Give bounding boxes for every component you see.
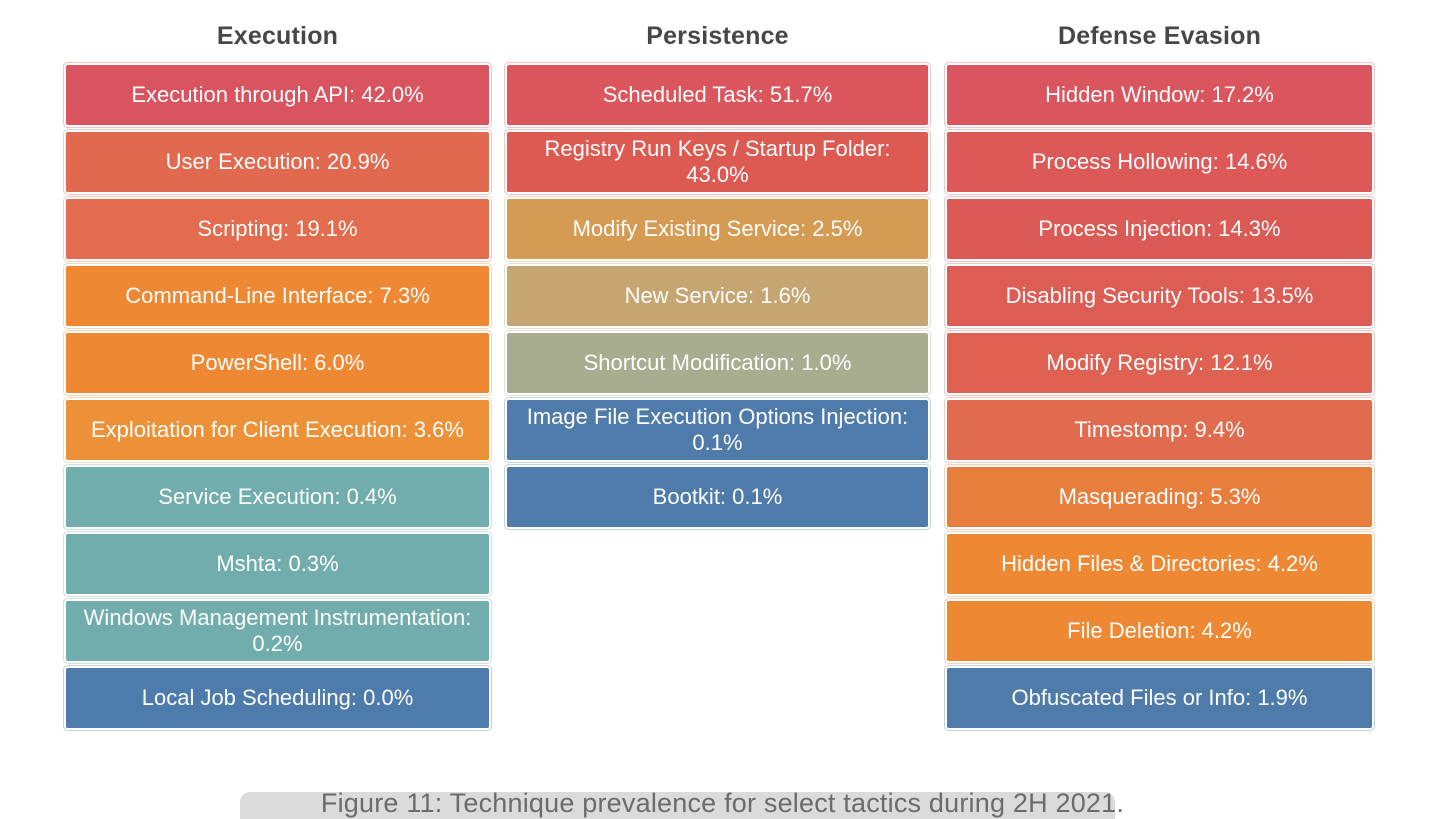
technique-bar: Image File Execution Options Injection: …: [507, 400, 928, 460]
technique-bar-label: Process Injection: 14.3%: [1038, 216, 1281, 241]
technique-bar-label: Hidden Window: 17.2%: [1045, 82, 1274, 107]
tactic-column-title: Defense Evasion: [1057, 22, 1262, 50]
tactic-column-persistence: Persistence Scheduled Task: 51.7% Registr…: [507, 22, 928, 534]
technique-bar: Scheduled Task: 51.7%: [507, 65, 928, 125]
technique-bar: Modify Existing Service: 2.5%: [507, 199, 928, 259]
tactic-bars: Execution through API: 42.0% User Executi…: [66, 65, 489, 728]
technique-bar: Process Hollowing: 14.6%: [947, 132, 1372, 192]
technique-bar-label: PowerShell: 6.0%: [190, 350, 365, 375]
technique-bar: Bootkit: 0.1%: [507, 467, 928, 527]
technique-bar-label: Obfuscated Files or Info: 1.9%: [1011, 685, 1308, 710]
technique-bar-label: Mshta: 0.3%: [216, 551, 339, 576]
technique-bar-label: Windows Management Instrumentation: 0.2%: [83, 605, 472, 656]
tactic-bars: Hidden Window: 17.2% Process Hollowing: 1…: [947, 65, 1372, 728]
technique-bar: Registry Run Keys / Startup Folder: 43.0…: [507, 132, 928, 192]
technique-bar: Hidden Window: 17.2%: [947, 65, 1372, 125]
tactic-column-title: Execution: [216, 22, 339, 50]
tactic-column-defense-evasion: Defense Evasion Hidden Window: 17.2% Proc…: [947, 22, 1372, 735]
technique-bar: Shortcut Modification: 1.0%: [507, 333, 928, 393]
technique-bar-label: Shortcut Modification: 1.0%: [583, 350, 852, 375]
technique-bar-label: User Execution: 20.9%: [165, 149, 390, 174]
technique-bar-label: Image File Execution Options Injection: …: [526, 404, 909, 455]
technique-bar-label: Exploitation for Client Execution: 3.6%: [91, 417, 464, 442]
technique-bar-label: Process Hollowing: 14.6%: [1031, 149, 1288, 174]
technique-bar-label: Modify Existing Service: 2.5%: [572, 216, 863, 241]
technique-bar: Masquerading: 5.3%: [947, 467, 1372, 527]
technique-bar: New Service: 1.6%: [507, 266, 928, 326]
technique-bar: Scripting: 19.1%: [66, 199, 489, 259]
technique-bar: Disabling Security Tools: 13.5%: [947, 266, 1372, 326]
technique-bar-label: Execution through API: 42.0%: [131, 82, 424, 107]
technique-bar: PowerShell: 6.0%: [66, 333, 489, 393]
technique-bar: Process Injection: 14.3%: [947, 199, 1372, 259]
technique-bar: User Execution: 20.9%: [66, 132, 489, 192]
technique-bar-label: Hidden Files & Directories: 4.2%: [1001, 551, 1318, 576]
technique-bar: Execution through API: 42.0%: [66, 65, 489, 125]
technique-bar: Timestomp: 9.4%: [947, 400, 1372, 460]
caption-highlight-bar: [240, 792, 1115, 819]
technique-bar-label: Bootkit: 0.1%: [652, 484, 783, 509]
tactic-bars: Scheduled Task: 51.7% Registry Run Keys /…: [507, 65, 928, 527]
technique-bar-label: Scripting: 19.1%: [197, 216, 358, 241]
technique-bar: Obfuscated Files or Info: 1.9%: [947, 668, 1372, 728]
technique-bar: Command-Line Interface: 7.3%: [66, 266, 489, 326]
technique-bar-label: Local Job Scheduling: 0.0%: [141, 685, 414, 710]
technique-bar-label: New Service: 1.6%: [624, 283, 811, 308]
technique-bar-label: Timestomp: 9.4%: [1074, 417, 1245, 442]
technique-bar: Exploitation for Client Execution: 3.6%: [66, 400, 489, 460]
technique-bar-label: Scheduled Task: 51.7%: [602, 82, 833, 107]
figure-caption-area: Figure 11: Technique prevalence for sele…: [0, 759, 1445, 819]
technique-bar: Local Job Scheduling: 0.0%: [66, 668, 489, 728]
technique-bar: Hidden Files & Directories: 4.2%: [947, 534, 1372, 594]
tactic-column-title: Persistence: [646, 22, 789, 50]
technique-bar: File Deletion: 4.2%: [947, 601, 1372, 661]
technique-bar-label: Registry Run Keys / Startup Folder: 43.0…: [544, 136, 891, 187]
technique-bar: Mshta: 0.3%: [66, 534, 489, 594]
tactic-column-execution: Execution Execution through API: 42.0% Us…: [66, 22, 489, 735]
technique-bar-label: Modify Registry: 12.1%: [1046, 350, 1273, 375]
technique-bar: Windows Management Instrumentation: 0.2%: [66, 601, 489, 661]
technique-bar-label: File Deletion: 4.2%: [1067, 618, 1252, 643]
technique-bar: Service Execution: 0.4%: [66, 467, 489, 527]
technique-bar-label: Disabling Security Tools: 13.5%: [1005, 283, 1314, 308]
technique-bar-label: Command-Line Interface: 7.3%: [125, 283, 430, 308]
technique-bar: Modify Registry: 12.1%: [947, 333, 1372, 393]
technique-bar-label: Masquerading: 5.3%: [1058, 484, 1261, 509]
technique-bar-label: Service Execution: 0.4%: [158, 484, 397, 509]
figure-caption: Figure 11: Technique prevalence for sele…: [320, 788, 1125, 818]
